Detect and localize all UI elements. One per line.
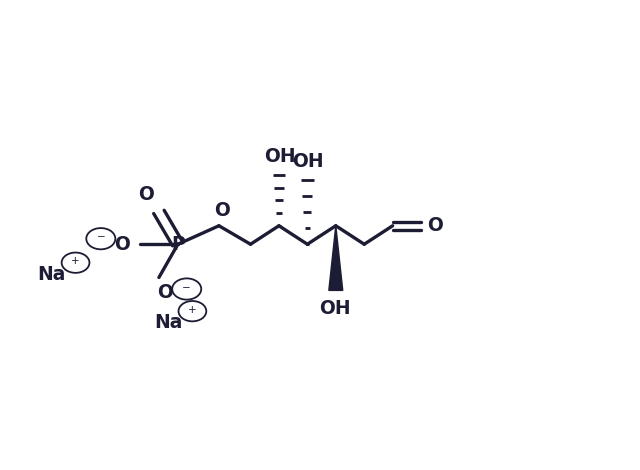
Text: OH: OH [319,299,350,318]
Text: O: O [115,235,130,254]
Text: OH: OH [264,147,296,166]
Text: +: + [188,305,196,315]
Text: O: O [214,201,230,219]
Text: −: − [97,232,105,243]
Text: P: P [171,235,185,254]
Text: +: + [71,256,80,266]
Text: O: O [138,185,154,204]
Text: O: O [157,283,173,302]
Text: Na: Na [37,265,66,284]
Text: OH: OH [292,152,324,171]
Text: O: O [427,216,443,235]
Text: Na: Na [154,313,182,332]
Polygon shape [329,226,343,290]
Text: −: − [182,282,191,293]
